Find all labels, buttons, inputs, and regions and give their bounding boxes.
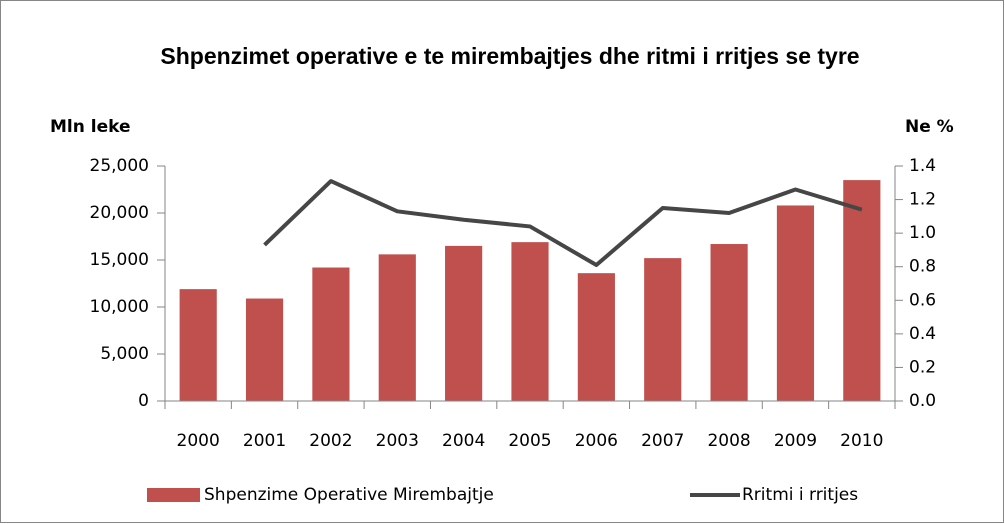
bar — [312, 267, 350, 401]
y2-tick-label: 0.6 — [909, 290, 936, 310]
bar — [245, 298, 284, 401]
x-tick-label: 2005 — [508, 431, 551, 451]
bar — [843, 180, 881, 401]
x-tick-label: 2006 — [575, 431, 618, 451]
bar — [577, 273, 615, 401]
bar — [179, 289, 217, 401]
x-tick-label: 2003 — [376, 431, 419, 451]
y2-tick-label: 0.2 — [909, 357, 936, 377]
y2-tick-label: 0.8 — [909, 257, 936, 277]
y2-tick-label: 1.2 — [909, 190, 936, 210]
y-tick-label: 20,000 — [90, 203, 149, 223]
y-tick-label: 10,000 — [90, 297, 149, 317]
bar — [644, 258, 682, 401]
chart-title: Shpenzimet operative e te mirembajtjes d… — [160, 43, 860, 69]
bar — [445, 245, 483, 401]
y-axis-label: Mln leke — [50, 117, 131, 137]
x-tick-label: 2000 — [177, 431, 220, 451]
legend-label: Shpenzime Operative Mirembajtje — [204, 485, 494, 505]
y-tick-label: 5,000 — [100, 344, 149, 364]
x-tick-label: 2009 — [774, 431, 817, 451]
x-tick-label: 2008 — [707, 431, 750, 451]
bar — [378, 254, 416, 401]
bar — [776, 205, 815, 401]
line — [263, 179, 863, 268]
x-tick-label: 2002 — [309, 431, 352, 451]
x-tick-label: 2007 — [641, 431, 684, 451]
y-tick-label: 15,000 — [90, 250, 149, 270]
y2-tick-label: 1.4 — [909, 156, 936, 176]
y2-tick-label: 0.4 — [909, 324, 936, 344]
bar — [511, 242, 549, 401]
legend-label: Rritmi i rritjes — [742, 485, 858, 505]
y2-axis-label: Ne % — [905, 117, 954, 137]
legend-swatch — [147, 488, 200, 502]
x-tick-label: 2004 — [442, 431, 485, 451]
y2-tick-label: 1.0 — [909, 223, 936, 243]
y2-tick-label: 0.0 — [909, 391, 936, 411]
y-tick-label: 0 — [138, 391, 149, 411]
x-tick-label: 2001 — [243, 431, 286, 451]
y-tick-label: 25,000 — [90, 156, 149, 176]
bar — [710, 244, 748, 401]
x-tick-label: 2010 — [840, 431, 883, 451]
